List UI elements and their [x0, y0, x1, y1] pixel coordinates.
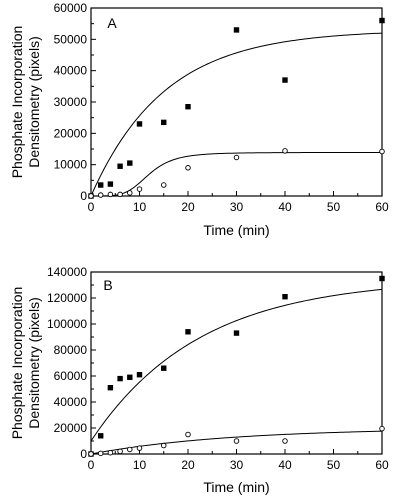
- data-point-circle: [160, 442, 167, 449]
- data-point-circle: [107, 449, 114, 456]
- y-axis-label-line: Phosphate Incorporation: [9, 26, 25, 179]
- chart-panel-b: 0 10 20 30 40 50 60 0 20000 40000 60000 80000 100000…: [9, 265, 389, 495]
- x-tick-label: 60: [375, 200, 389, 214]
- y-tick-label: 30000: [54, 95, 88, 109]
- data-point-square: [98, 182, 104, 188]
- x-tick-label: 30: [230, 458, 244, 472]
- y-tick-label: 10000: [54, 158, 88, 172]
- data-point-circle: [379, 148, 385, 155]
- fit-curve: [90, 32, 383, 197]
- data-point-square: [127, 374, 133, 380]
- x-tick-label: 40: [278, 458, 292, 472]
- data-point-square: [136, 372, 143, 378]
- plot-frame: [90, 7, 383, 197]
- data-point-circle: [136, 445, 143, 451]
- data-point-circle: [117, 191, 123, 198]
- data-point-circle: [185, 165, 191, 171]
- data-point-square: [117, 375, 123, 382]
- data-point-circle: [97, 192, 104, 198]
- x-tick-label: 30: [230, 200, 244, 214]
- x-tick-label: 40: [278, 200, 292, 214]
- data-point-circle: [117, 448, 123, 455]
- data-point-circle: [88, 451, 94, 457]
- data-point-circle: [97, 450, 104, 457]
- data-point-circle: [379, 425, 385, 432]
- y-tick-label: 60000: [54, 369, 88, 383]
- data-point-square: [117, 163, 123, 169]
- data-point-square: [379, 275, 385, 282]
- y-tick-label: 50000: [54, 32, 88, 46]
- data-point-circle: [233, 438, 240, 444]
- data-point-square: [107, 181, 114, 187]
- data-point-circle: [127, 190, 133, 196]
- fit-curve: [90, 288, 383, 442]
- x-tick-label: 50: [327, 200, 341, 214]
- data-point-square: [233, 330, 240, 336]
- y-axis-label-line: Densitometry (pixels): [26, 297, 42, 428]
- data-point-circle: [136, 186, 143, 192]
- y-tick-label: 80000: [54, 343, 88, 357]
- y-axis-label-line: Phosphate Incorporation: [9, 287, 25, 440]
- data-point-square: [136, 121, 143, 127]
- x-tick-label: 20: [181, 458, 195, 472]
- data-point-circle: [88, 193, 94, 199]
- x-tick-label: 0: [88, 200, 95, 214]
- data-point-circle: [233, 154, 240, 161]
- chart-panel-a: 0 10 20 30 40 50 60 0 10000 20000 30000 40000 50000 6…: [9, 1, 389, 238]
- data-point-circle: [185, 431, 191, 438]
- y-axis-label: Phosphate IncorporationDensitometry (pix…: [9, 287, 42, 440]
- y-axis-label-line: Densitometry (pixels): [26, 36, 42, 167]
- x-tick-label: 10: [133, 200, 147, 214]
- data-point-square: [127, 160, 133, 166]
- y-tick-label: 20000: [54, 126, 88, 140]
- data-point-square: [282, 294, 288, 300]
- data-point-square: [98, 433, 104, 439]
- y-tick-label: 0: [80, 189, 87, 203]
- data-point-square: [233, 27, 240, 33]
- data-point-circle: [282, 148, 288, 154]
- data-point-square: [379, 17, 385, 24]
- panel-label: A: [107, 15, 117, 31]
- data-point-circle: [282, 438, 288, 444]
- data-point-circle: [127, 446, 133, 453]
- data-point-square: [282, 77, 288, 83]
- x-axis-label: Time (min): [203, 479, 269, 495]
- y-tick-label: 40000: [54, 64, 88, 78]
- data-point-square: [161, 119, 167, 126]
- data-point-square: [185, 329, 191, 335]
- x-tick-label: 20: [181, 200, 195, 214]
- y-axis-label: Phosphate IncorporationDensitometry (pix…: [9, 26, 42, 179]
- y-tick-label: 20000: [54, 421, 88, 435]
- y-tick-label: 40000: [54, 395, 88, 409]
- data-point-circle: [160, 182, 167, 188]
- x-tick-label: 0: [88, 458, 95, 472]
- x-axis-label: Time (min): [203, 222, 269, 238]
- data-point-square: [161, 365, 167, 371]
- y-tick-label: 0: [80, 447, 87, 461]
- data-point-square: [107, 385, 114, 391]
- data-point-circle: [107, 191, 114, 198]
- x-tick-label: 60: [375, 458, 389, 472]
- x-tick-label: 10: [133, 458, 147, 472]
- fit-curve: [91, 151, 382, 197]
- y-tick-label: 60000: [54, 1, 88, 15]
- panel-label: B: [103, 277, 112, 293]
- data-point-square: [185, 104, 191, 110]
- plot-frame: [90, 271, 383, 455]
- y-tick-label: 140000: [47, 265, 87, 279]
- y-tick-label: 100000: [47, 317, 87, 331]
- y-tick-label: 120000: [47, 291, 87, 305]
- x-tick-label: 50: [327, 458, 341, 472]
